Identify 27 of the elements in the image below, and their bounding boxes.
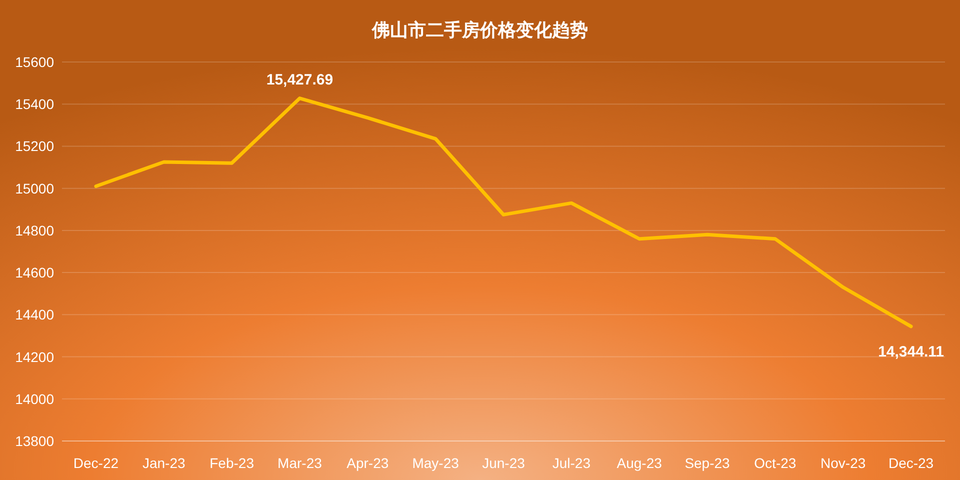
x-tick-label: Jun-23 <box>482 455 526 471</box>
x-tick-label: Aug-23 <box>616 455 662 471</box>
chart-title: 佛山市二手房价格变化趋势 <box>371 20 588 40</box>
x-tick-label: Oct-23 <box>754 455 796 471</box>
x-tick-label: May-23 <box>412 455 460 471</box>
x-tick-label: Mar-23 <box>278 455 322 471</box>
x-tick-label: Apr-23 <box>346 455 389 471</box>
y-tick-label: 14200 <box>15 348 54 365</box>
x-tick-label: Jan-23 <box>142 455 186 471</box>
x-tick-label: Jul-23 <box>552 455 591 471</box>
x-tick-label: Feb-23 <box>210 455 254 471</box>
data-label: 15,427.69 <box>266 71 334 88</box>
x-tick-label: Nov-23 <box>820 455 866 471</box>
y-tick-label: 13800 <box>15 433 54 449</box>
x-tick-label: Dec-23 <box>888 455 934 471</box>
x-tick-label: Dec-22 <box>73 455 119 471</box>
y-tick-label: 15600 <box>15 54 54 70</box>
y-tick-label: 15000 <box>15 180 54 196</box>
y-tick-label: 15200 <box>15 138 54 154</box>
y-tick-label: 14400 <box>15 306 54 323</box>
y-tick-label: 14000 <box>15 390 54 407</box>
x-tick-label: Sep-23 <box>684 455 730 471</box>
y-tick-label: 14800 <box>15 222 54 238</box>
data-label: 14,344.11 <box>878 343 944 360</box>
y-tick-label: 15400 <box>15 96 54 112</box>
line-series <box>94 96 913 328</box>
y-tick-label: 14600 <box>15 264 54 281</box>
